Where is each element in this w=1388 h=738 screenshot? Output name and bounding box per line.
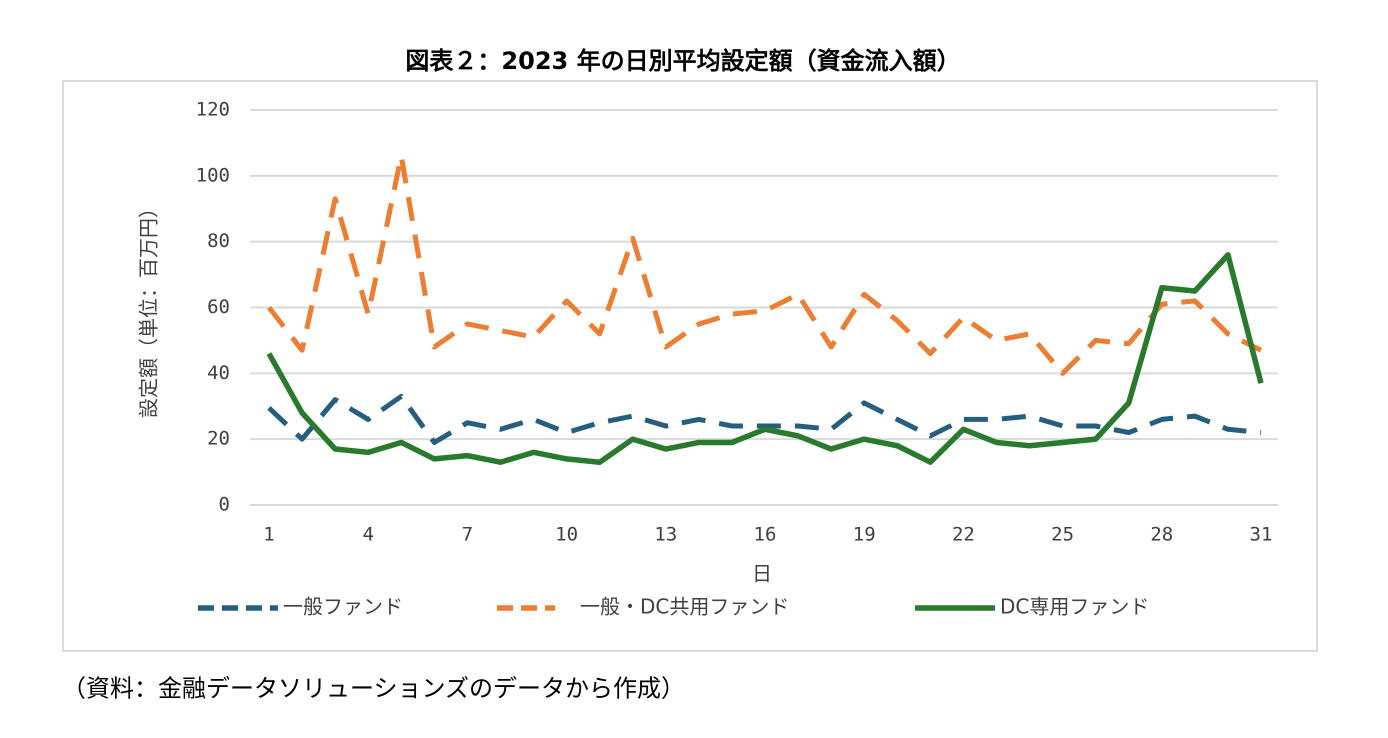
x-tick-label: 25	[1051, 524, 1074, 546]
x-tick-label: 22	[952, 524, 975, 546]
x-tick-label: 13	[654, 524, 677, 546]
y-tick-label: 100	[196, 164, 230, 186]
y-tick-label: 120	[196, 99, 230, 121]
legend-label: DC専用ファンド	[1000, 595, 1149, 619]
legend-label: 一般ファンド	[283, 595, 403, 619]
y-tick-label: 60	[207, 296, 230, 318]
legend-label: 一般・DC共用ファンド	[580, 595, 789, 619]
y-tick-label: 40	[207, 362, 230, 384]
x-tick-label: 16	[754, 524, 777, 546]
y-tick-label: 0	[219, 494, 230, 516]
series-line	[266, 252, 1264, 465]
x-axis-label: 日	[752, 562, 772, 586]
y-axis-label: 設定額（単位：百万円）	[137, 198, 161, 418]
y-tick-label: 80	[207, 230, 230, 252]
source-note: （資料：金融データソリューションズのデータから作成）	[62, 675, 685, 703]
x-tick-label: 1	[263, 524, 274, 546]
x-tick-label: 28	[1150, 524, 1173, 546]
x-tick-label: 31	[1250, 524, 1273, 546]
x-tick-label: 10	[555, 524, 578, 546]
y-tick-label: 20	[207, 428, 230, 450]
chart-title: 図表２：2023 年の日別平均設定額（資金流入額）	[405, 47, 960, 75]
series-line	[267, 153, 1263, 376]
x-tick-label: 7	[462, 524, 473, 546]
chart-frame	[62, 80, 1318, 652]
x-tick-label: 4	[362, 524, 373, 546]
series-line	[267, 393, 1262, 445]
x-tick-label: 19	[853, 524, 876, 546]
